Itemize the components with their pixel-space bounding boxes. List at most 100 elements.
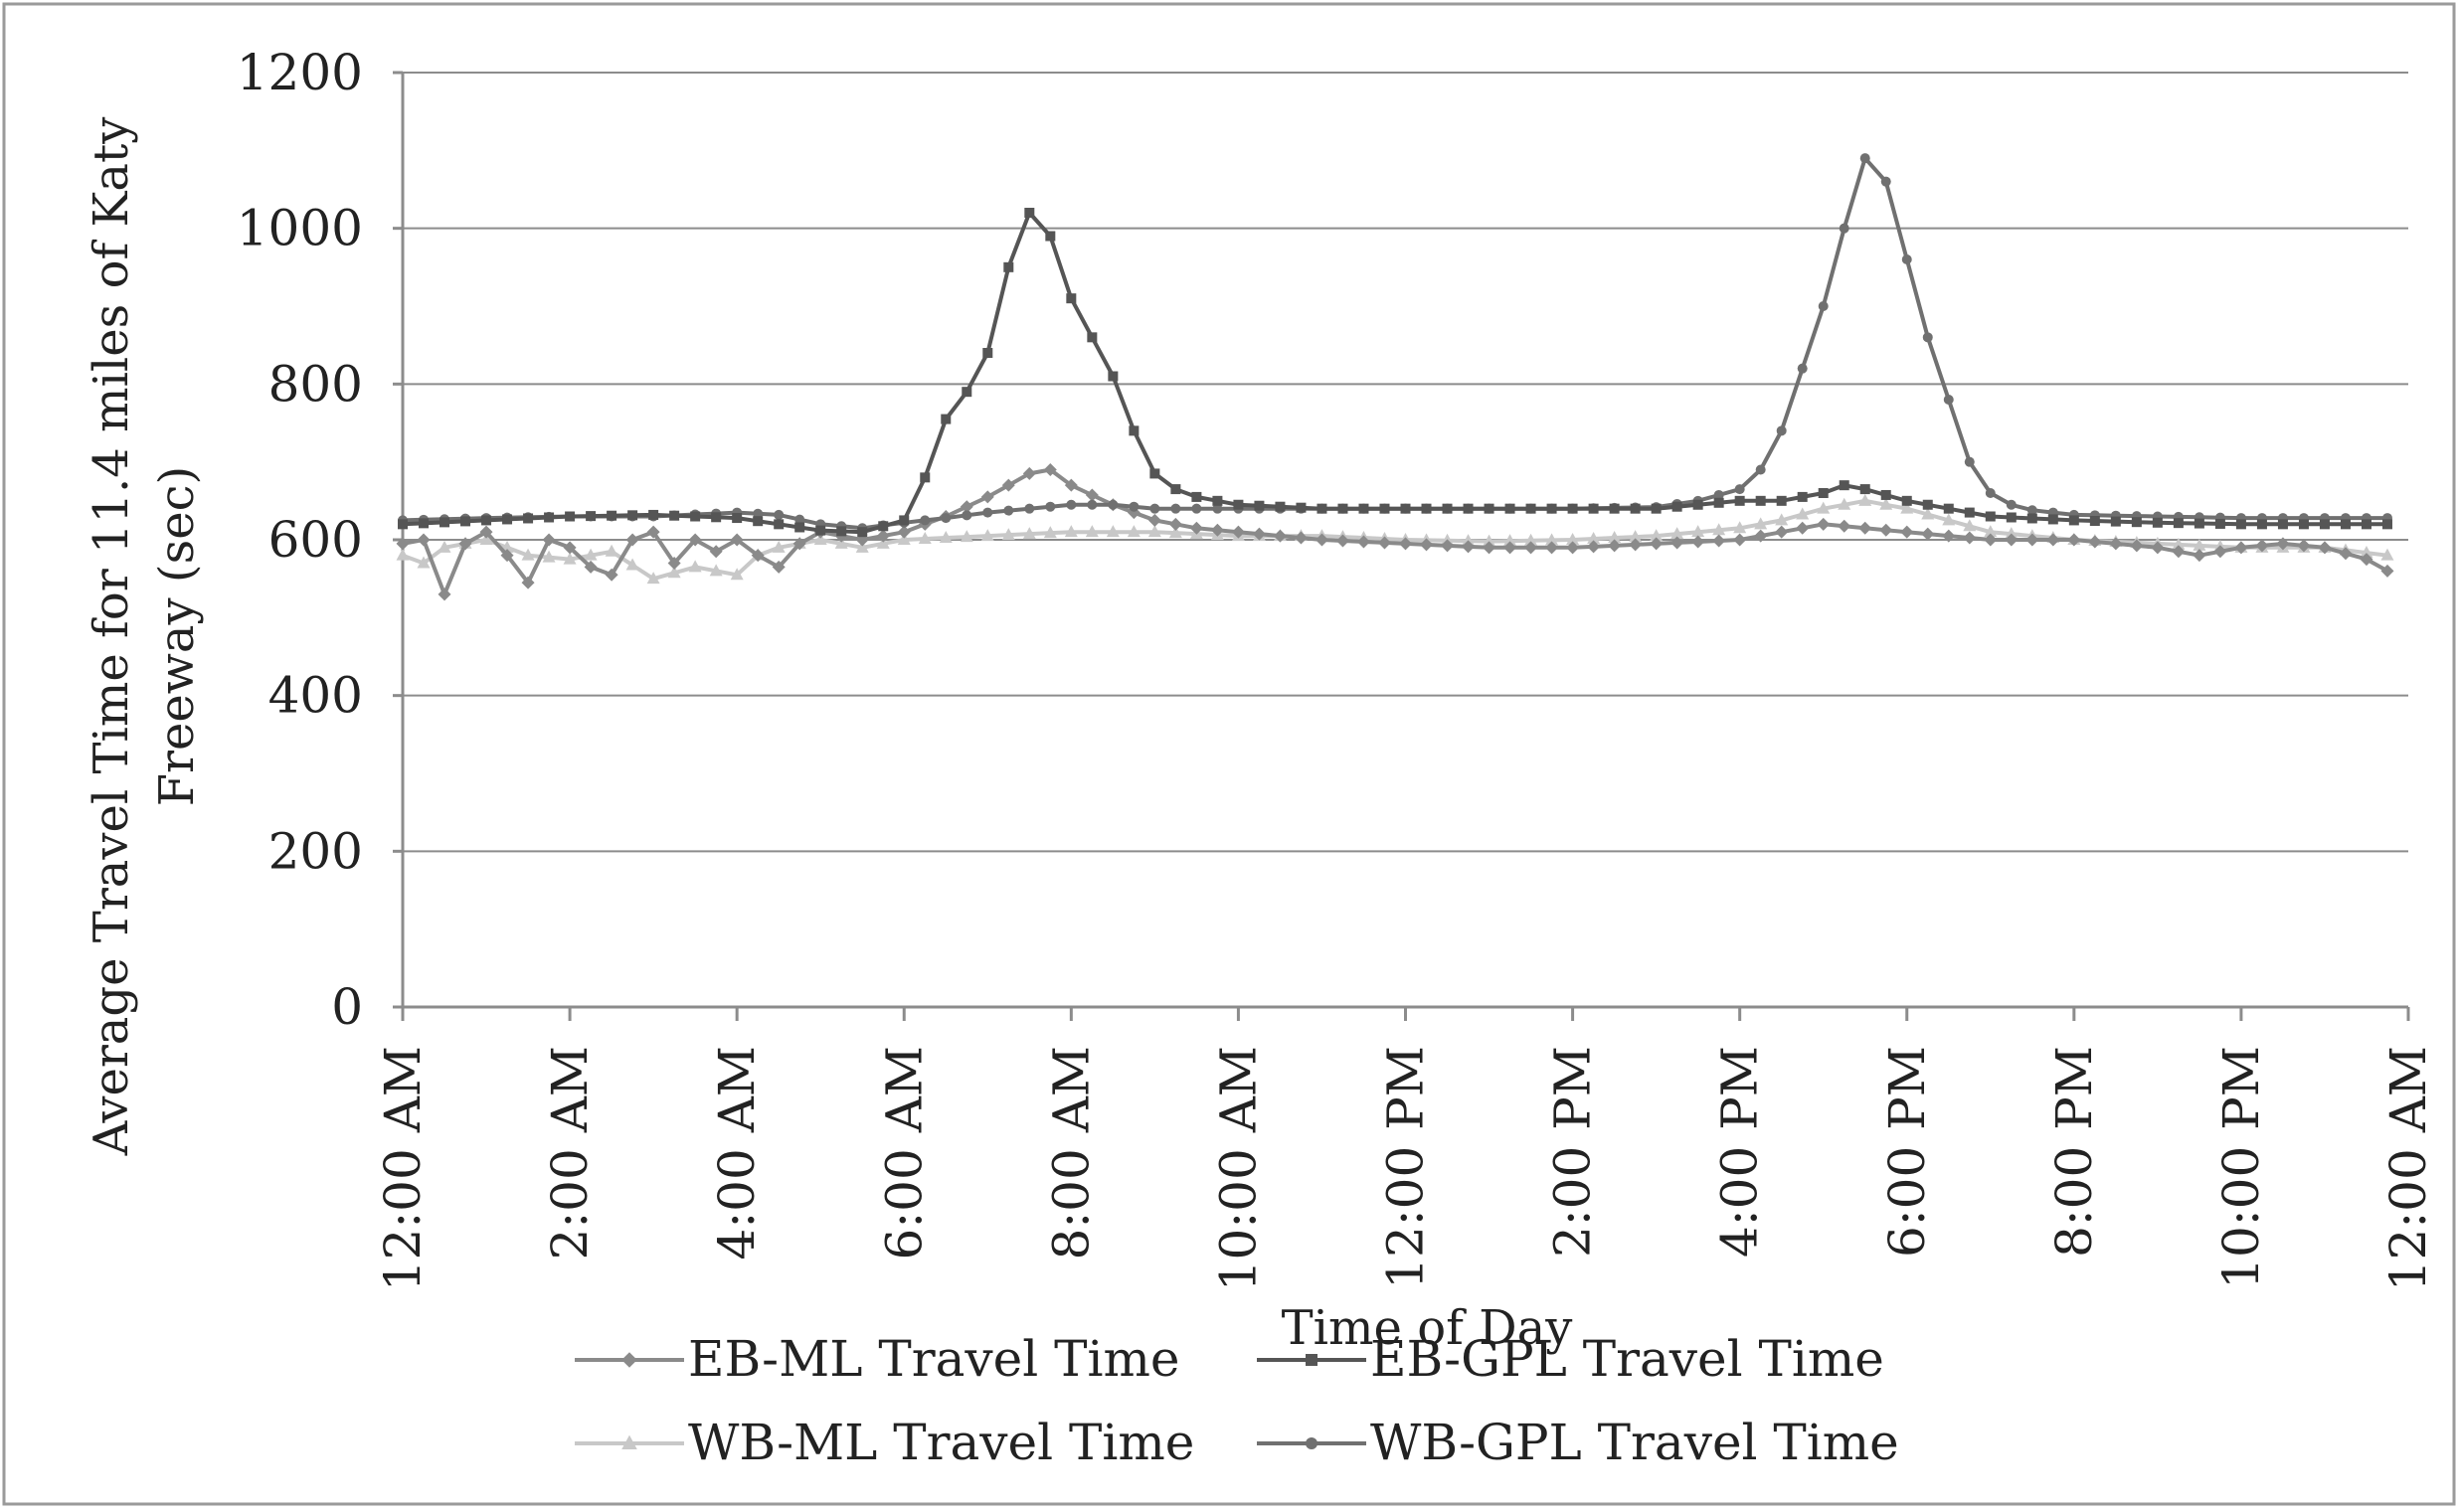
x-tick-label-10: 8:00 PM <box>2045 1046 2103 1258</box>
x-tick-label-7: 2:00 PM <box>1544 1046 1602 1258</box>
x-tick-label-11: 10:00 PM <box>2212 1046 2270 1289</box>
point-wb-ml-travel-time-16 <box>730 568 744 581</box>
point-eb-ml-travel-time-87 <box>2213 545 2227 559</box>
x-tick-label-9: 6:00 PM <box>1878 1046 1936 1258</box>
point-eb-ml-travel-time-6 <box>521 576 535 589</box>
legend: EB-ML Travel Time EB-GPL Travel Time WB-ML… <box>575 1330 1899 1471</box>
point-eb-ml-travel-time-28 <box>980 490 994 504</box>
legend-label-wb-ml-travel-time: WB-ML Travel Time <box>688 1414 1194 1471</box>
point-wb-gpl-travel-time-33 <box>1087 499 1098 510</box>
point-wb-ml-travel-time-63 <box>1712 523 1726 536</box>
point-wb-ml-travel-time-32 <box>1064 525 1078 538</box>
point-wb-gpl-travel-time-78 <box>2026 505 2037 516</box>
point-eb-ml-travel-time-32 <box>1064 478 1078 492</box>
point-eb-gpl-travel-time-73 <box>1922 499 1933 510</box>
point-eb-ml-travel-time-60 <box>1650 537 1664 551</box>
point-eb-gpl-travel-time-75 <box>1964 507 1975 518</box>
point-eb-gpl-travel-time-23 <box>878 521 889 532</box>
point-wb-gpl-travel-time-28 <box>982 507 993 518</box>
point-eb-ml-travel-time-79 <box>2046 533 2060 547</box>
point-wb-ml-travel-time-33 <box>1085 525 1099 538</box>
point-eb-ml-travel-time-71 <box>1879 523 1893 537</box>
point-wb-gpl-travel-time-34 <box>1108 499 1119 510</box>
point-eb-ml-travel-time-80 <box>2067 533 2081 547</box>
point-wb-gpl-travel-time-25 <box>920 515 931 526</box>
point-eb-gpl-travel-time-25 <box>920 472 931 483</box>
x-tick-label-3: 6:00 AM <box>875 1046 933 1260</box>
point-eb-ml-travel-time-49 <box>1420 538 1434 552</box>
point-wb-gpl-travel-time-77 <box>2006 499 2017 510</box>
point-eb-gpl-travel-time-63 <box>1713 497 1724 508</box>
point-wb-ml-travel-time-73 <box>1921 507 1935 520</box>
point-eb-ml-travel-time-53 <box>1503 541 1517 555</box>
point-eb-ml-travel-time-10 <box>605 568 618 582</box>
point-eb-ml-travel-time-89 <box>2255 539 2269 553</box>
point-eb-gpl-travel-time-78 <box>2026 513 2037 524</box>
point-eb-ml-travel-time-86 <box>2193 549 2206 563</box>
point-wb-gpl-travel-time-63 <box>1713 489 1724 500</box>
point-wb-ml-travel-time-61 <box>1670 527 1684 540</box>
point-eb-gpl-travel-time-27 <box>962 387 972 398</box>
point-wb-gpl-travel-time-29 <box>1003 505 1014 516</box>
point-eb-ml-travel-time-67 <box>1796 521 1810 535</box>
point-eb-ml-travel-time-51 <box>1462 540 1476 554</box>
point-eb-ml-travel-time-24 <box>897 525 911 539</box>
point-wb-ml-travel-time-22 <box>855 540 869 553</box>
point-eb-ml-travel-time-9 <box>584 560 598 574</box>
point-eb-gpl-travel-time-53 <box>1504 503 1515 514</box>
y-tick-label-400: 400 <box>268 667 363 725</box>
point-eb-ml-travel-time-46 <box>1356 535 1370 549</box>
point-eb-gpl-travel-time-84 <box>2152 517 2163 528</box>
point-eb-gpl-travel-time-64 <box>1734 495 1745 506</box>
x-tick-label-0: 12:00 AM <box>374 1046 432 1291</box>
point-wb-ml-travel-time-70 <box>1858 493 1872 506</box>
point-wb-ml-travel-time-15 <box>709 564 723 577</box>
point-eb-gpl-travel-time-90 <box>2277 519 2288 530</box>
point-wb-gpl-travel-time-71 <box>1880 176 1891 187</box>
point-eb-ml-travel-time-63 <box>1712 534 1726 548</box>
point-wb-ml-travel-time-51 <box>1462 534 1476 547</box>
point-eb-ml-travel-time-70 <box>1858 521 1872 535</box>
point-eb-gpl-travel-time-79 <box>2047 514 2058 525</box>
point-eb-gpl-travel-time-19 <box>794 522 805 533</box>
point-eb-gpl-travel-time-6 <box>523 513 534 524</box>
point-eb-ml-travel-time-48 <box>1399 537 1412 551</box>
point-wb-ml-travel-time-24 <box>897 533 911 545</box>
point-eb-ml-travel-time-39 <box>1210 523 1224 537</box>
point-eb-gpl-travel-time-91 <box>2298 519 2309 530</box>
point-wb-ml-travel-time-74 <box>1942 513 1956 526</box>
point-eb-ml-travel-time-2 <box>438 588 451 601</box>
point-eb-ml-travel-time-41 <box>1252 527 1266 541</box>
point-wb-gpl-travel-time-18 <box>774 509 785 520</box>
point-wb-ml-travel-time-53 <box>1503 534 1517 547</box>
series-eb-ml-travel-time <box>396 463 2394 601</box>
point-eb-gpl-travel-time-45 <box>1337 503 1348 514</box>
point-eb-ml-travel-time-69 <box>1838 519 1851 533</box>
point-eb-gpl-travel-time-31 <box>1045 231 1056 242</box>
series-eb-gpl-travel-time <box>398 208 2392 538</box>
point-eb-ml-travel-time-36 <box>1147 513 1161 527</box>
point-wb-ml-travel-time-4 <box>479 533 493 545</box>
point-wb-ml-travel-time-12 <box>646 572 660 585</box>
point-wb-ml-travel-time-28 <box>980 529 994 542</box>
point-eb-ml-travel-time-47 <box>1377 536 1391 550</box>
point-eb-ml-travel-time-73 <box>1921 527 1935 541</box>
point-eb-ml-travel-time-18 <box>772 560 786 574</box>
point-eb-gpl-travel-time-24 <box>899 515 910 526</box>
point-wb-gpl-travel-time-26 <box>941 513 952 524</box>
point-wb-ml-travel-time-8 <box>563 552 577 565</box>
point-eb-ml-travel-time-64 <box>1733 533 1747 547</box>
point-eb-ml-travel-time-42 <box>1273 529 1287 543</box>
x-tick-label-4: 8:00 AM <box>1042 1046 1100 1260</box>
point-eb-gpl-travel-time-17 <box>753 516 764 527</box>
point-eb-gpl-travel-time-83 <box>2131 517 2142 528</box>
point-wb-gpl-travel-time-76 <box>1985 488 1996 498</box>
point-eb-ml-travel-time-19 <box>792 537 806 551</box>
point-wb-ml-travel-time-62 <box>1691 525 1705 538</box>
point-wb-ml-travel-time-13 <box>667 566 681 579</box>
point-eb-gpl-travel-time-72 <box>1901 495 1912 506</box>
point-eb-gpl-travel-time-60 <box>1651 503 1662 514</box>
point-wb-gpl-travel-time-30 <box>1024 503 1035 514</box>
